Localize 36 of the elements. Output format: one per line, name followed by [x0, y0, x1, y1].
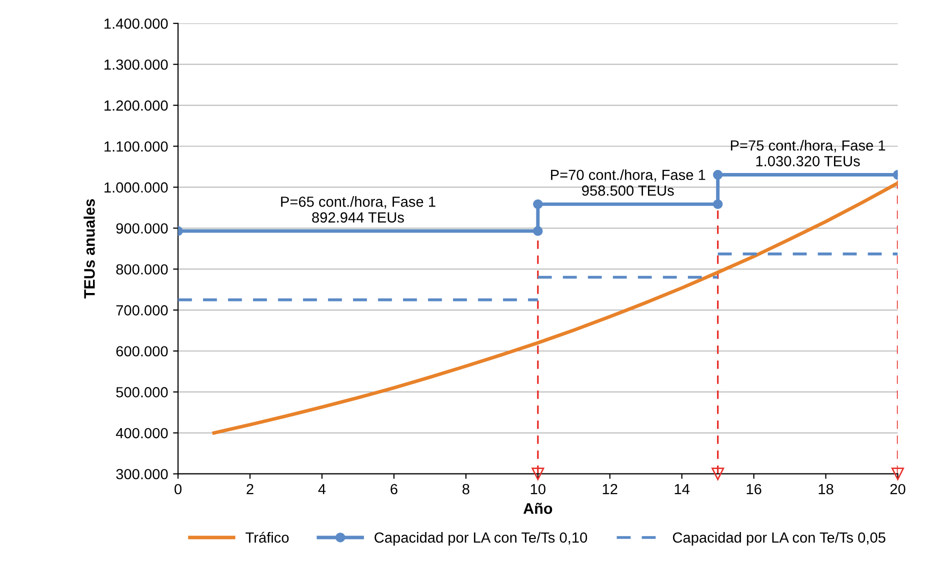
y-tick-label: 600.000 — [116, 346, 168, 356]
line-series — [212, 181, 898, 435]
y-tick-label: 1.300.000 — [104, 59, 168, 70]
x-tick-label: 8 — [462, 484, 470, 494]
y-tick-label: 700.000 — [116, 305, 168, 316]
legend-label: Tráfico — [246, 532, 289, 543]
y-tick-label: 300.000 — [116, 468, 168, 480]
y-tick-label: 800.000 — [116, 264, 168, 275]
y-tick-label: 1.400.000 — [104, 18, 168, 29]
y-tick-label: 1.200.000 — [104, 100, 168, 111]
y-tick-label: 500.000 — [116, 387, 168, 398]
point — [712, 170, 723, 180]
x-tick-label: 20 — [890, 484, 906, 494]
y-axis-title: TEUs anuales — [84, 199, 95, 299]
y-tick-label: 400.000 — [116, 428, 168, 438]
legend-label: Capacidad por LA con Te/Ts 0,05 — [672, 532, 886, 546]
y-tick-label: 900.000 — [116, 223, 168, 234]
x-tick-label: 0 — [174, 484, 182, 494]
annotation: P=75 cont./hora, Fase 1 1.030.320 TEUs — [730, 140, 886, 166]
legend-label: Capacidad por LA con Te/Ts 0,10 — [374, 532, 588, 546]
x-axis-title: Año — [523, 502, 552, 514]
point — [712, 199, 723, 210]
x-tick-label: 14 — [674, 484, 690, 494]
x-tick-label: 4 — [318, 484, 326, 494]
y-tick-label: 1.000.000 — [104, 182, 168, 193]
point — [533, 199, 543, 210]
x-tick-label: 10 — [530, 484, 546, 494]
annotation: P=65 cont./hora, Fase 1 892.944 TEUs — [281, 196, 436, 223]
x-tick-label: 6 — [390, 484, 398, 494]
point — [533, 226, 543, 236]
y-tick-label: 1.100.000 — [104, 141, 168, 152]
x-tick-label: 12 — [602, 484, 618, 494]
x-tick-label: 2 — [246, 484, 254, 494]
x-tick-label: 16 — [746, 484, 762, 494]
annotation: P=70 cont./hora, Fase 1 958.500 TEUs — [551, 169, 706, 196]
x-tick-label: 18 — [818, 484, 834, 494]
